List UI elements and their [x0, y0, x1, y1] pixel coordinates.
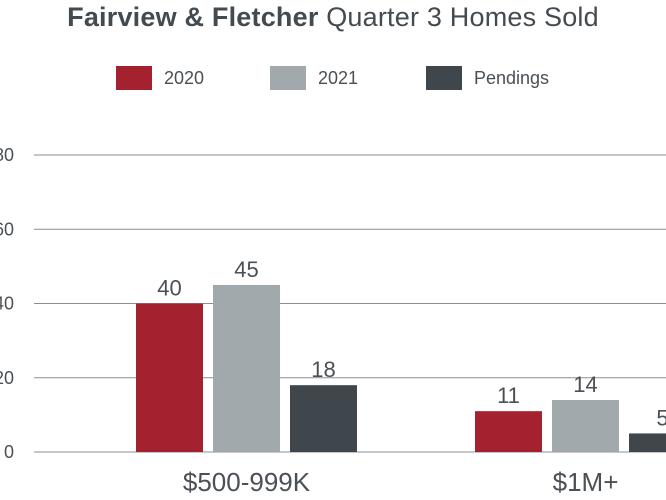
- legend-label-2021: 2021: [318, 68, 359, 88]
- legend: 2020 2021 Pendings: [0, 64, 666, 92]
- legend-swatch-2021: [270, 66, 306, 90]
- x-category-label-2: $1M+: [553, 467, 619, 497]
- y-tick-label-0: 0: [4, 442, 14, 462]
- data-label-pendings-2: 5: [656, 405, 666, 430]
- y-tick-label-40: 40: [0, 294, 14, 314]
- bar-2020-2: [475, 411, 542, 452]
- y-tick-label-60: 60: [0, 219, 14, 239]
- bar-2021-2: [552, 400, 619, 452]
- chart-title-bold: Fairview & Fletcher: [67, 2, 319, 32]
- bar-pendings-1: [290, 385, 357, 452]
- data-label-pendings-1: 18: [311, 357, 335, 382]
- data-label-2020-1: 40: [157, 276, 181, 301]
- data-label-2021-2: 14: [573, 372, 597, 397]
- legend-label-2020: 2020: [164, 68, 205, 88]
- legend-swatch-2020: [116, 66, 152, 90]
- data-label-2020-2: 11: [497, 383, 520, 408]
- chart-title: Fairview & Fletcher Quarter 3 Homes Sold: [0, 2, 666, 33]
- bar-pendings-2: [629, 433, 666, 452]
- y-tick-label-80: 80: [0, 145, 14, 165]
- legend-swatch-pendings: [426, 66, 462, 90]
- legend-label-pendings: Pendings: [474, 68, 550, 88]
- data-label-2021-1: 45: [234, 257, 258, 282]
- y-tick-label-20: 20: [0, 368, 14, 388]
- x-category-label-1: $500-999K: [183, 467, 311, 497]
- bar-2021-1: [213, 284, 280, 452]
- bar-2020-1: [136, 303, 203, 452]
- chart-title-rest: Quarter 3 Homes Sold: [318, 2, 599, 32]
